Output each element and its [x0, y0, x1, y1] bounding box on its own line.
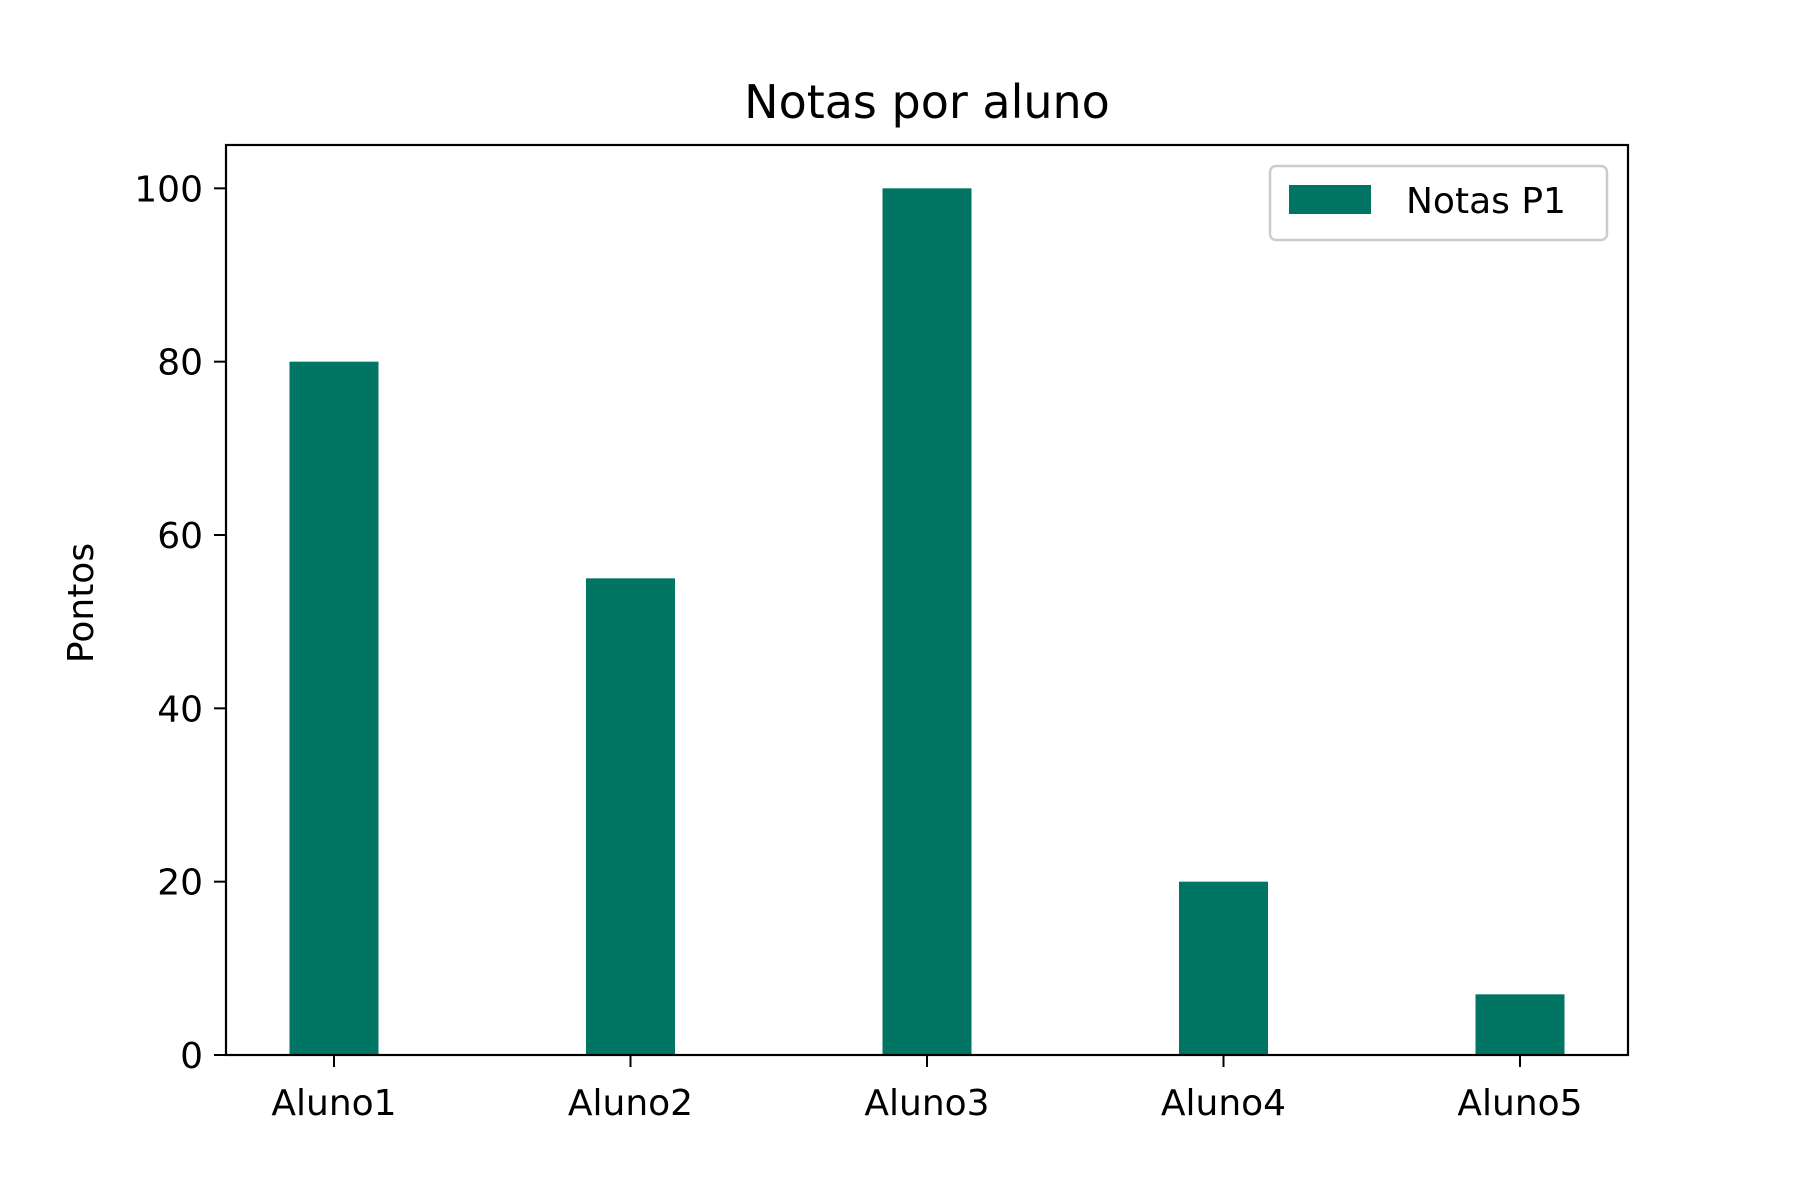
legend-box	[1268, 164, 1609, 242]
bar-aluno3	[882, 188, 972, 1056]
y-axis-ticks: 0 20 40 60 80 100	[134, 169, 226, 1077]
x-tick-label-aluno3: Aluno3	[864, 1083, 989, 1124]
bar-aluno2	[586, 578, 675, 1055]
chart-title: Notas por aluno	[744, 75, 1110, 129]
bar-aluno5	[1475, 994, 1565, 1055]
y-tick-label: 80	[157, 343, 203, 384]
x-tick-label-aluno2: Aluno2	[568, 1083, 693, 1124]
x-tick-label-aluno5: Aluno5	[1457, 1083, 1582, 1124]
x-tick-label-aluno4: Aluno4	[1161, 1083, 1286, 1124]
legend: Notas P1	[1268, 164, 1609, 242]
plot-frame	[224, 143, 1630, 1057]
bar-aluno4	[1179, 881, 1268, 1055]
legend-label-notas-p1: Notas P1	[1406, 181, 1566, 222]
legend-swatch	[1289, 185, 1371, 214]
y-tick-label: 60	[157, 516, 203, 557]
x-axis-ticks: Aluno1 Aluno2 Aluno3 Aluno4 Aluno5	[271, 1055, 1583, 1124]
y-tick-label: 100	[134, 169, 203, 210]
y-axis-label: Pontos	[61, 543, 102, 663]
y-tick-label: 0	[180, 1036, 203, 1077]
bars-group	[289, 188, 1565, 1056]
x-tick-label-aluno1: Aluno1	[271, 1083, 396, 1124]
bar-aluno1	[289, 361, 379, 1056]
y-tick-label: 20	[157, 863, 203, 904]
y-tick-label: 40	[157, 689, 203, 730]
